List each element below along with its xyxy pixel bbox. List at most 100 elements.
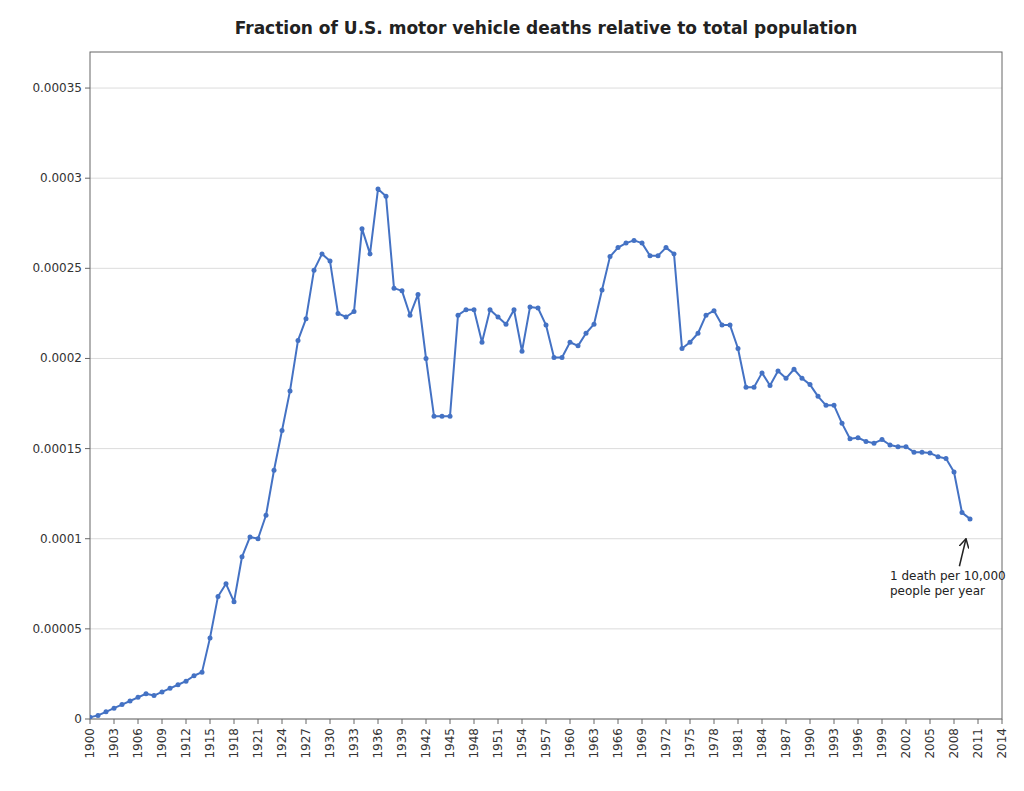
point [544, 323, 549, 328]
point [856, 435, 861, 440]
point [784, 376, 789, 381]
point [464, 307, 469, 312]
x-tick-label: 1942 [419, 728, 433, 759]
point [224, 581, 229, 586]
x-tick [234, 719, 235, 724]
y-tick-label: 0.00025 [32, 261, 82, 275]
x-tick [474, 719, 475, 724]
point [392, 286, 397, 291]
point [744, 385, 749, 390]
x-tick-label: 1981 [731, 728, 745, 759]
point [472, 307, 477, 312]
x-tick-label: 1996 [851, 728, 865, 759]
point [872, 441, 877, 446]
point [848, 436, 853, 441]
point [368, 251, 373, 256]
point [400, 288, 405, 293]
point [104, 709, 109, 714]
plot-frame [90, 52, 1002, 719]
point [216, 594, 221, 599]
annotation-line: 1 death per 10,000 [890, 569, 1006, 583]
x-tick [210, 719, 211, 724]
point [552, 355, 557, 360]
x-tick-label: 1903 [107, 728, 121, 759]
annotation-line: people per year [890, 584, 985, 598]
point [568, 340, 573, 345]
point [160, 689, 165, 694]
x-tick-label: 1969 [635, 728, 649, 759]
point [120, 702, 125, 707]
point [176, 682, 181, 687]
x-tick [90, 719, 91, 724]
title: Fraction of U.S. motor vehicle deaths re… [235, 18, 858, 38]
series [90, 187, 973, 719]
point [90, 715, 93, 719]
x-tick [810, 719, 811, 724]
point [656, 253, 661, 258]
x-tick [882, 719, 883, 724]
x-tick [450, 719, 451, 724]
y-tick [85, 448, 90, 449]
point [600, 287, 605, 292]
x-tick-label: 1951 [491, 728, 505, 759]
point [896, 444, 901, 449]
x-tick [834, 719, 835, 724]
point [920, 450, 925, 455]
point [504, 322, 509, 327]
point [128, 698, 133, 703]
point [904, 444, 909, 449]
line [90, 189, 970, 717]
y-tick [85, 628, 90, 629]
point [720, 323, 725, 328]
x-tick [618, 719, 619, 724]
point [304, 316, 309, 321]
point [168, 686, 173, 691]
point [960, 510, 965, 515]
x-tick-label: 1993 [827, 728, 841, 759]
point [424, 356, 429, 361]
point [264, 513, 269, 518]
y-tick-label: 0.00015 [32, 442, 82, 456]
x-tick-label: 1900 [83, 728, 97, 759]
annotation: 1 death per 10,000people per year [890, 539, 1006, 599]
y-tick-label: 0.00035 [32, 81, 82, 95]
point [272, 468, 277, 473]
point [184, 679, 189, 684]
point [616, 245, 621, 250]
x-tick [186, 719, 187, 724]
grid-line [90, 178, 1002, 179]
point [864, 439, 869, 444]
chart: Fraction of U.S. motor vehicle deaths re… [0, 0, 1024, 791]
point [648, 253, 653, 258]
point [704, 313, 709, 318]
point [800, 376, 805, 381]
point [208, 635, 213, 640]
point [192, 673, 197, 678]
x-tick-label: 1906 [131, 728, 145, 759]
point [152, 693, 157, 698]
point [320, 251, 325, 256]
point [592, 322, 597, 327]
x-tick [642, 719, 643, 724]
x-tick [906, 719, 907, 724]
point [664, 245, 669, 250]
y-tick-label: 0.0002 [40, 351, 82, 365]
point [752, 385, 757, 390]
x-tick [306, 719, 307, 724]
x-tick-label: 1987 [779, 728, 793, 759]
point [712, 308, 717, 313]
x-tick [402, 719, 403, 724]
x-tick-label: 1963 [587, 728, 601, 759]
x-tick [954, 719, 955, 724]
x-tick-label: 1972 [659, 728, 673, 759]
y-tick [85, 178, 90, 179]
point [408, 313, 413, 318]
point [696, 331, 701, 336]
y-tick [85, 719, 90, 720]
point [536, 305, 541, 310]
point [792, 367, 797, 372]
x-tick-label: 1939 [395, 728, 409, 759]
x-tick-label: 2005 [923, 728, 937, 759]
point [640, 241, 645, 246]
grid-line [90, 88, 1002, 89]
